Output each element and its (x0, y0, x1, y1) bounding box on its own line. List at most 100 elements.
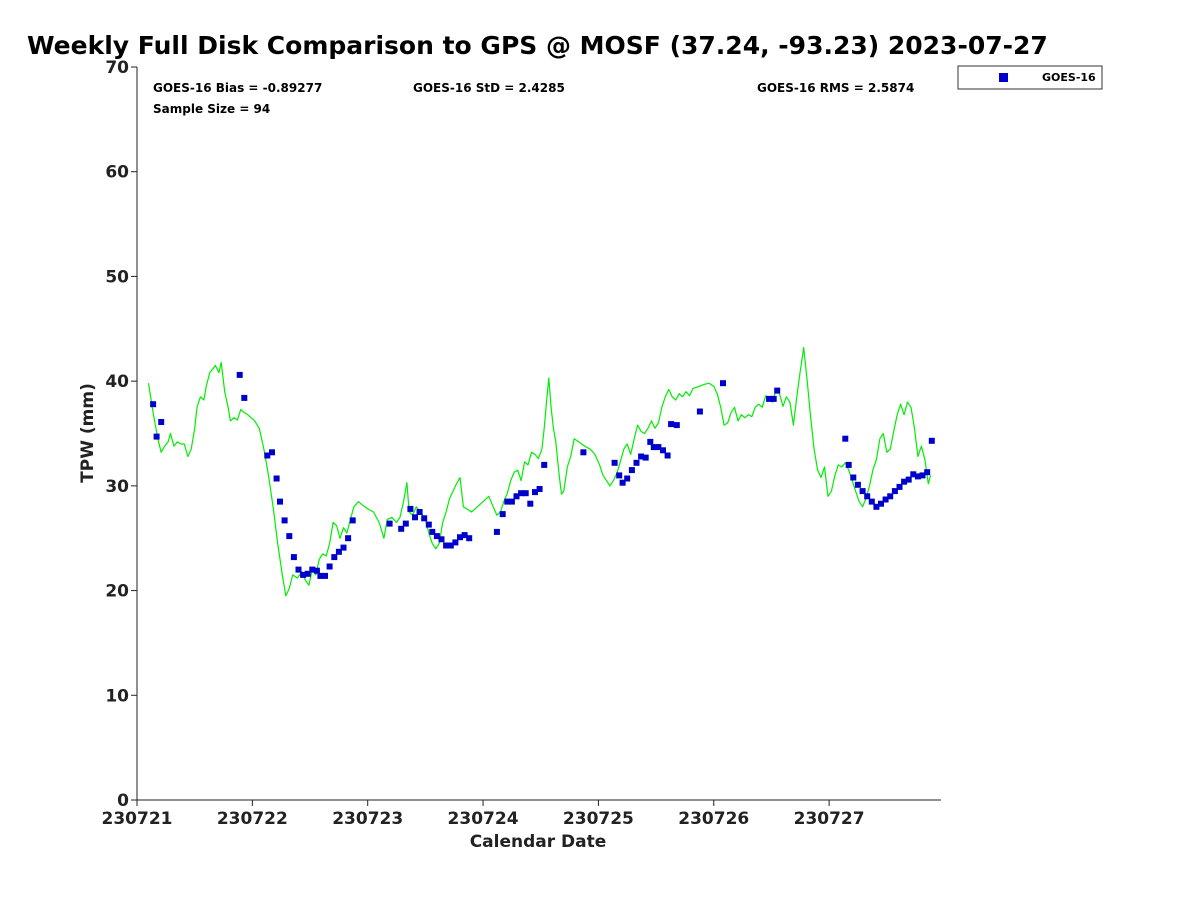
goes16-point (873, 503, 880, 510)
goes16-point (660, 447, 666, 454)
goes16-point (273, 475, 280, 482)
goes16-point (504, 498, 511, 505)
chart-title: Weekly Full Disk Comparison to GPS @ MOS… (27, 31, 1048, 60)
y-tick-label: 50 (105, 267, 129, 287)
goes16-point (774, 387, 781, 394)
goes16-point (447, 542, 454, 549)
goes16-point (770, 395, 777, 402)
goes16-point (300, 571, 307, 578)
goes16-point (443, 542, 450, 549)
legend-marker-goes16 (999, 73, 1008, 82)
goes16-point (416, 509, 423, 515)
goes16-point (882, 496, 889, 503)
goes16-point (269, 449, 275, 456)
goes16-point (452, 539, 459, 546)
goes16-point (850, 474, 857, 481)
goes16-point (845, 461, 852, 468)
y-tick-label: 70 (105, 58, 129, 78)
goes16-point (638, 453, 645, 460)
y-tick-label: 10 (105, 686, 129, 706)
goes16-point (331, 554, 338, 561)
goes16-point (466, 535, 473, 542)
x-axis-label: Calendar Date (470, 832, 607, 852)
goes16-point (402, 520, 409, 527)
goes16-point (541, 461, 548, 468)
goes16-point (425, 521, 432, 528)
goes16-point (281, 517, 288, 524)
goes16-point (241, 394, 248, 401)
legend-box (957, 65, 1103, 90)
goes16-point (647, 438, 654, 445)
goes16-point (910, 471, 917, 478)
goes16-point (290, 554, 297, 561)
goes16-point (896, 483, 903, 490)
goes16-point (317, 572, 324, 579)
goes16-point (527, 500, 534, 507)
goes16-point (335, 548, 342, 555)
y-tick-label: 40 (105, 372, 129, 392)
goes16-point (433, 533, 440, 540)
x-tick-label: 230722 (217, 809, 288, 829)
goes16-point (236, 371, 243, 378)
gps-line (147, 347, 932, 597)
goes16-point (633, 459, 640, 466)
plot-area (137, 67, 941, 800)
rms-stat: GOES-16 RMS = 2.5874 (757, 81, 914, 95)
goes16-point (407, 505, 414, 512)
goes16-point (696, 408, 703, 415)
y-axis-label: TPW (mm) (78, 383, 98, 483)
goes16-point (421, 515, 428, 522)
goes16-point (650, 444, 657, 451)
goes16-point (624, 475, 631, 482)
gps-series (147, 347, 932, 597)
y-tick-label: 30 (105, 477, 129, 497)
goes16-point (153, 433, 160, 440)
legend-label-goes16: GOES-16 (1042, 71, 1096, 84)
goes16-point (854, 481, 861, 488)
goes16-point (313, 567, 320, 574)
sample-size-stat: Sample Size = 94 (153, 102, 270, 116)
goes16-series (150, 371, 935, 579)
goes16-point (887, 493, 894, 500)
goes16-point (905, 476, 912, 483)
goes16-point (345, 535, 352, 542)
goes16-point (914, 473, 921, 480)
goes16-point (518, 490, 525, 497)
goes16-point (499, 511, 506, 518)
goes16-point (536, 486, 543, 492)
y-tick-label: 0 (117, 791, 129, 811)
goes16-point (668, 421, 675, 428)
goes16-point (309, 566, 316, 573)
goes16-point (891, 488, 898, 495)
goes16-point (429, 528, 436, 535)
goes16-point (868, 498, 875, 505)
x-tick-label: 230726 (678, 809, 749, 829)
goes16-point (901, 478, 908, 485)
goes16-point (924, 469, 931, 476)
goes16-point (398, 525, 405, 532)
x-tick-label: 230727 (794, 809, 865, 829)
goes16-point (919, 472, 926, 479)
goes16-point (150, 401, 157, 408)
x-axis: 230721 230722 230723 230724 230725 230726 2307… (102, 800, 865, 829)
goes16-point (264, 452, 271, 459)
goes16-point (611, 459, 618, 466)
goes16-point (532, 489, 538, 496)
goes16-point (673, 422, 680, 429)
goes16-point (878, 500, 884, 507)
goes16-point (928, 437, 935, 444)
goes16-point (349, 517, 356, 524)
goes16-point (326, 563, 333, 570)
goes16-point (461, 532, 468, 539)
goes16-point (386, 520, 393, 527)
goes16-point (322, 572, 328, 579)
goes16-point (655, 444, 662, 451)
goes16-point (304, 570, 311, 577)
goes16-point (158, 419, 165, 425)
y-axis: 0 10 20 30 40 50 60 70 (105, 58, 137, 811)
goes16-point (842, 435, 849, 442)
goes16-point (664, 452, 671, 459)
goes16-point (720, 380, 726, 387)
goes16-point (295, 566, 302, 573)
